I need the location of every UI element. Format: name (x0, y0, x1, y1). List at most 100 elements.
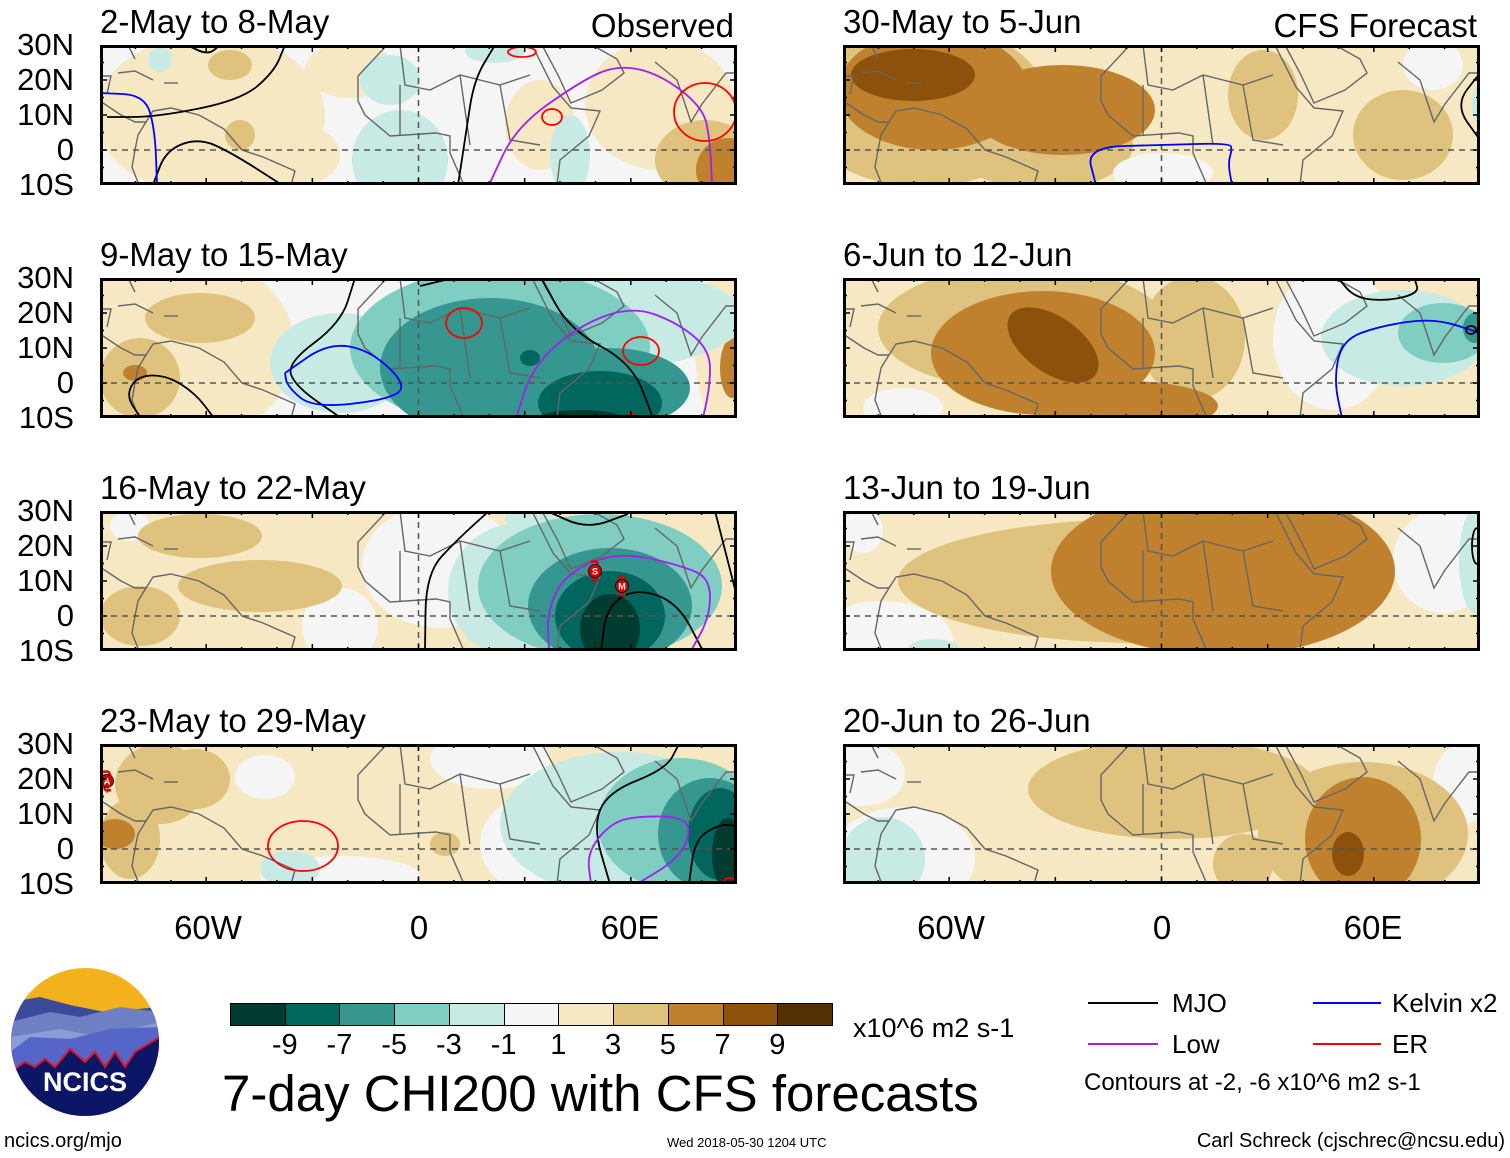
panel-title: 30-May to 5-Jun (843, 3, 1082, 40)
coastline (499, 84, 541, 146)
colorbar-tick-label: 5 (659, 1029, 676, 1061)
coastline (1202, 74, 1214, 146)
lat-tick-label: 30N (17, 260, 74, 295)
shading-region (100, 586, 180, 646)
coastline (1242, 317, 1284, 379)
shading-region (208, 50, 252, 80)
coastline (100, 799, 296, 884)
lon-tick-label: 60W (917, 909, 985, 946)
coastline (1100, 278, 1208, 418)
mjo-contour (600, 591, 704, 651)
lat-tick-label: 20N (17, 528, 74, 563)
mjo-contour (546, 511, 629, 526)
timestamp: Wed 2018-05-30 1204 UTC (667, 1135, 827, 1150)
colorbar-swatch (503, 1003, 560, 1026)
site-url[interactable]: ncics.org/mjo (4, 1130, 122, 1152)
colorbar-swatch (284, 1003, 341, 1026)
map-panel: SM (100, 511, 737, 651)
shading-region (550, 115, 590, 185)
coastline (459, 540, 471, 612)
legend-line-mjo (1088, 1002, 1158, 1004)
shading-region (360, 55, 420, 105)
shading-region (1459, 511, 1480, 613)
coastline (531, 511, 602, 651)
shading-region (145, 293, 255, 343)
panel-title: 16-May to 22-May (100, 469, 366, 506)
coastline (357, 45, 465, 185)
lon-tick-label: 60W (174, 909, 242, 946)
coastline (1202, 773, 1214, 845)
lat-tick-label: 30N (17, 27, 74, 62)
coastline (100, 333, 296, 418)
shading-region (1007, 307, 1099, 383)
colorbar-swatch (667, 1003, 724, 1026)
lon-tick-label: 60E (1343, 909, 1403, 946)
panel-title: 6-Jun to 12-Jun (843, 236, 1073, 273)
coastline (843, 75, 855, 95)
panel-frame (100, 744, 737, 884)
colorbar-tick-label: 3 (605, 1029, 622, 1061)
mjo-contour (152, 140, 283, 185)
coastline (459, 307, 471, 379)
legend-line-low (1088, 1043, 1158, 1045)
map-panel (100, 278, 737, 418)
coastline (541, 744, 625, 803)
coastline (1274, 744, 1345, 884)
coastline (1274, 45, 1345, 185)
coastline (399, 278, 531, 324)
lat-tick-label: 20N (17, 62, 74, 97)
colorbar-swatch (777, 1003, 833, 1026)
mjo-contour (596, 744, 680, 884)
panel-frame (100, 511, 737, 651)
coastline (1284, 278, 1368, 337)
legend-label-mjo: MJO (1172, 988, 1227, 1018)
coastline (100, 75, 112, 95)
logo-text: NCICS (43, 1067, 127, 1097)
lat-tick-label: 30N (17, 493, 74, 528)
lat-tick-label: 0 (56, 365, 74, 400)
mjo-contour (1460, 72, 1480, 141)
shading-region (520, 350, 540, 366)
coastline (654, 527, 737, 590)
coastline (1242, 783, 1284, 845)
colorbar-units: x10^6 m2 s-1 (853, 1013, 1015, 1043)
panel-title: 2-May to 8-May (100, 3, 330, 40)
colorbar-tick-label: 7 (714, 1029, 731, 1061)
shading-region (430, 832, 460, 856)
storm-letter: S (592, 567, 598, 577)
colorbar-tick-label: -1 (490, 1029, 517, 1061)
tropical-cyclone-icon: S (588, 560, 602, 582)
coastline (399, 744, 531, 790)
mjo-contour (714, 511, 737, 594)
mjo-contour (128, 374, 215, 418)
lat-tick-label: 0 (56, 598, 74, 633)
shading-region (851, 49, 975, 101)
colorbar-swatch (448, 1003, 505, 1026)
coastline (654, 294, 737, 357)
coastline (117, 536, 154, 547)
lat-tick-label: 10S (18, 167, 74, 202)
coastline (1242, 550, 1284, 612)
lon-tick-label: 60E (600, 909, 660, 946)
low-contour (515, 309, 711, 418)
lat-tick-label: 10N (17, 563, 74, 598)
mjo-contour (107, 45, 286, 118)
mjo-contour (289, 278, 356, 418)
shading-region (100, 819, 135, 849)
mjo-contour (186, 45, 221, 54)
shading-region (235, 755, 295, 799)
shading-region (1028, 381, 1218, 418)
coastline (531, 278, 602, 418)
shading-region (1393, 511, 1480, 613)
kelvin-contour (100, 92, 158, 185)
storm-letter: M (618, 582, 626, 592)
kelvin-contour (1335, 319, 1480, 418)
author-credit: Carl Schreck (cjschrec@ncsu.edu) (1196, 1130, 1505, 1152)
panel-frame (843, 278, 1480, 418)
coastline (843, 541, 855, 561)
coastline (860, 769, 897, 780)
panel-title: 13-Jun to 19-Jun (843, 469, 1091, 506)
coastline (541, 511, 625, 570)
shading-region (1213, 834, 1273, 884)
shading-region (863, 388, 943, 418)
